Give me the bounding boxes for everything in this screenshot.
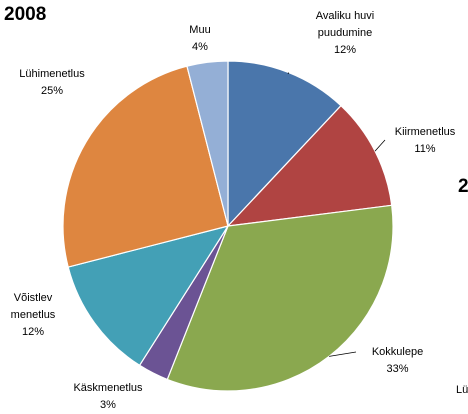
slice-label: Kiirmenetlus 11%	[380, 124, 468, 158]
slice-label: Võistlev menetlus 12%	[0, 290, 66, 341]
value-label: 12%	[21, 326, 45, 338]
leader-line	[287, 72, 290, 75]
category-label: Avaliku huvi puudumine	[315, 10, 375, 39]
category-label: Võistlev menetlus	[10, 292, 56, 321]
value-label: 3%	[100, 399, 116, 411]
leader-line	[374, 139, 386, 152]
value-label: 12%	[333, 44, 357, 56]
fragment-text: Lü	[456, 384, 468, 396]
leader-line	[329, 351, 357, 357]
category-label: Muu	[189, 24, 211, 36]
value-label: 4%	[192, 41, 208, 53]
chart-title: 2008	[4, 4, 47, 25]
category-label: Kiirmenetlus	[394, 126, 456, 138]
category-label: Kokkulepe	[371, 346, 424, 358]
fragment-text: 2	[458, 176, 468, 197]
slice-label: Muu 4%	[160, 22, 240, 56]
value-label: 33%	[386, 363, 409, 375]
category-label: Käskmenetlus	[73, 382, 143, 394]
slice-label: Käskmenetlus 3%	[60, 380, 156, 414]
value-label: 25%	[40, 85, 64, 97]
pie-slice	[186, 60, 229, 227]
pie-slice	[166, 204, 394, 392]
category-label: Lühimenetlus	[19, 68, 85, 80]
pie-slice	[62, 65, 229, 268]
pie-slice	[226, 104, 393, 227]
pie-slice	[67, 225, 230, 367]
value-label: 11%	[414, 143, 436, 155]
slice-label: Lühimenetlus 25%	[0, 66, 104, 100]
slice-label: Kokkulepe 33%	[355, 344, 440, 378]
slice-label: Avaliku huvi puudumine 12%	[295, 8, 395, 59]
